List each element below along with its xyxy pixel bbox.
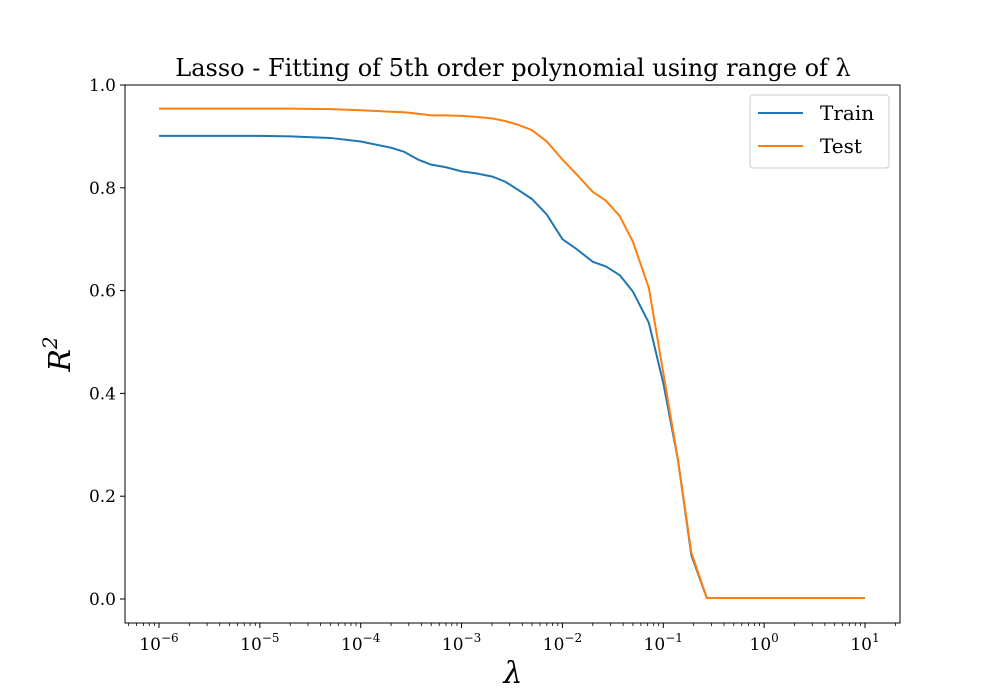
y-tick-label: 0.0 (89, 590, 116, 610)
series-line-test (159, 107, 865, 599)
y-tick-label: 0.8 (89, 179, 116, 199)
x-tick-label: 101 (850, 631, 879, 655)
y-axis-label-exponent: 2 (38, 336, 62, 350)
y-tick-label: 1.0 (89, 76, 116, 96)
axes-frame (124, 84, 901, 624)
y-tick-label: 0.6 (89, 282, 116, 302)
x-tick-label: 10−3 (442, 631, 481, 655)
x-tick-label: 10−6 (139, 631, 178, 655)
y-axis-label: R2 (38, 336, 78, 372)
x-tick-label: 10−1 (644, 631, 683, 655)
chart-title: Lasso - Fitting of 5th order polynomial … (175, 54, 851, 82)
legend-label-test: Test (820, 134, 862, 158)
y-axis-label-base: R (43, 349, 78, 373)
x-tick-label: 10−4 (341, 631, 381, 655)
legend: Train Test (749, 94, 890, 169)
legend-label-train: Train (820, 101, 874, 125)
x-axis-label: λ (502, 656, 522, 691)
y-tick-label: 0.4 (89, 384, 116, 404)
y-tick-label: 0.2 (89, 487, 116, 507)
x-tick-label: 10−5 (240, 631, 279, 655)
plot-area: 0.0 0.2 0.4 0.6 0.8 1.0 10−6 10−5 10−4 10−3 10−2 10… (89, 76, 901, 655)
x-tick-label: 100 (750, 631, 779, 655)
x-tick-label: 10−2 (543, 631, 582, 655)
